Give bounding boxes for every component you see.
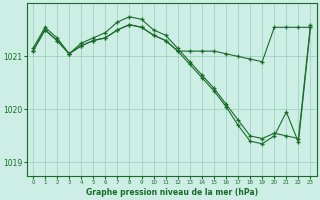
X-axis label: Graphe pression niveau de la mer (hPa): Graphe pression niveau de la mer (hPa) xyxy=(86,188,258,197)
